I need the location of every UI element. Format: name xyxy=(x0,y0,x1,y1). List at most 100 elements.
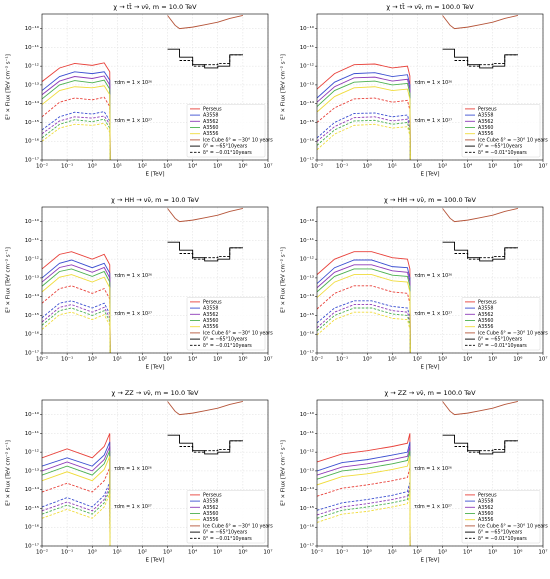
series-line xyxy=(42,456,111,546)
y-tick-label: 10⁻¹² xyxy=(300,256,314,263)
legend-label: δ° = −65°10years xyxy=(203,530,248,536)
x-axis-label: E [TeV] xyxy=(145,172,164,178)
x-tick-label: 10⁵ xyxy=(488,549,497,556)
x-tick-label: 10¹ xyxy=(388,549,397,556)
legend-box xyxy=(186,297,266,351)
x-tick-label: 10⁰ xyxy=(88,356,98,363)
series-line xyxy=(317,86,411,160)
x-tick-label: 10⁰ xyxy=(88,163,98,170)
lines xyxy=(317,208,518,353)
series-line xyxy=(42,85,111,160)
legend-box xyxy=(461,104,541,158)
y-tick-label: 10⁻¹⁴ xyxy=(25,293,40,300)
y-axis-label: E² × Flux [TeV cm⁻² s⁻¹] xyxy=(280,247,287,313)
chart-title: χ → ZZ → νν̄, m = 10.0 TeV xyxy=(112,389,200,397)
series-line-dashed xyxy=(42,467,111,546)
legend-label: Perseus xyxy=(478,299,497,305)
series-line xyxy=(317,251,411,353)
legend-label: A3560 xyxy=(478,511,494,517)
y-tick-label: 10⁻¹⁷ xyxy=(25,157,39,164)
x-tick-label: 10⁷ xyxy=(538,549,547,556)
x-tick-label: 10⁴ xyxy=(463,163,473,170)
x-axis-label: E [TeV] xyxy=(420,172,439,178)
series-line xyxy=(317,456,411,546)
series-line-dashed xyxy=(317,307,411,353)
y-tick-label: 10⁻¹⁶ xyxy=(300,138,315,145)
series-line-dashed xyxy=(317,467,411,546)
x-tick-label: 10¹ xyxy=(113,549,122,556)
series-line-dashed xyxy=(317,482,411,546)
plot-frame xyxy=(316,13,544,161)
series-line-dashed xyxy=(42,482,111,546)
series-line xyxy=(317,450,411,546)
y-axis-label: E² × Flux [TeV cm⁻² s⁻¹] xyxy=(5,54,12,120)
panel: χ → tt̄ → νν̄, m = 100.0 TeV 10⁻² 10⁻¹ 10⁰ 1… xyxy=(280,2,549,178)
series-line-dashed xyxy=(42,489,111,546)
y-tick-label: 10⁻¹² xyxy=(300,63,314,70)
legend-label: A3560 xyxy=(203,318,219,324)
x-tick-label: 10⁻¹ xyxy=(336,163,348,170)
x-tick-label: 10⁶ xyxy=(513,549,523,556)
plot-frame xyxy=(316,206,544,354)
legend-label: Ice Cube δ° = −30° 10 years xyxy=(478,137,548,143)
chart-title: χ → tt̄ → νν̄, m = 10.0 TeV xyxy=(113,2,197,11)
series-line-dashed xyxy=(317,97,411,160)
sensitivity-line xyxy=(179,440,243,453)
x-tick-label: 10⁶ xyxy=(238,163,248,170)
sensitivity-line xyxy=(179,54,243,67)
x-tick-label: 10⁵ xyxy=(488,163,497,170)
annotation: τdm = 1 × 10²⁷ xyxy=(414,311,452,317)
x-tick-label: 10⁵ xyxy=(213,356,222,363)
sensitivity-line xyxy=(167,48,243,69)
x-tick-label: 10² xyxy=(138,356,147,363)
x-axis-label: E [TeV] xyxy=(145,558,164,564)
series-line xyxy=(317,274,411,353)
sensitivity-line xyxy=(442,434,518,455)
series-line-dashed xyxy=(317,493,411,546)
y-tick-label: 10⁻¹⁵ xyxy=(25,119,39,126)
x-tick-label: 10⁴ xyxy=(188,163,198,170)
legend-label: A3562 xyxy=(203,312,219,318)
x-tick-label: 10³ xyxy=(163,163,172,170)
y-tick-label: 10⁻¹² xyxy=(300,449,314,456)
chart-title: χ → ZZ → νν̄, m = 100.0 TeV xyxy=(384,389,476,397)
y-tick-label: 10⁻¹² xyxy=(25,63,39,70)
series-line-dashed xyxy=(42,486,111,546)
x-tick-label: 10⁵ xyxy=(213,163,222,170)
sensitivity-line xyxy=(167,241,243,262)
series-line xyxy=(317,268,411,353)
x-tick-label: 10⁻¹ xyxy=(61,549,73,556)
y-tick-label: 10⁻¹¹ xyxy=(300,44,314,51)
y-tick-label: 10⁻¹⁰ xyxy=(25,218,40,225)
x-tick-label: 10⁴ xyxy=(463,356,473,363)
legend-label: A3562 xyxy=(478,119,494,125)
y-tick-label: 10⁻¹⁰ xyxy=(300,411,315,418)
lines xyxy=(42,15,243,160)
series-line-dashed xyxy=(317,311,411,353)
sensitivity-line xyxy=(442,208,518,223)
legend-box xyxy=(186,490,266,544)
series-line xyxy=(317,441,411,546)
y-tick-label: 10⁻¹¹ xyxy=(25,44,39,51)
x-tick-label: 10⁻¹ xyxy=(336,549,348,556)
series-line-dashed xyxy=(317,489,411,546)
x-tick-label: 10⁰ xyxy=(363,549,373,556)
y-tick-label: 10⁻¹³ xyxy=(300,274,314,281)
y-tick-label: 10⁻¹⁶ xyxy=(300,524,315,531)
annotation: τdm = 1 × 10²⁷ xyxy=(114,504,152,510)
y-tick-label: 10⁻¹⁷ xyxy=(300,157,314,164)
legend-label: A3558 xyxy=(478,499,494,505)
series-line xyxy=(317,259,411,353)
sensitivity-line xyxy=(454,247,518,260)
series-line xyxy=(42,71,111,160)
y-tick-label: 10⁻¹⁴ xyxy=(300,100,315,107)
x-tick-label: 10⁶ xyxy=(238,549,248,556)
x-tick-label: 10¹ xyxy=(113,163,122,170)
y-tick-label: 10⁻¹³ xyxy=(25,467,39,474)
sensitivity-line xyxy=(442,241,518,262)
series-line xyxy=(317,433,411,546)
legend-label: A3562 xyxy=(478,312,494,318)
y-tick-label: 10⁻¹⁷ xyxy=(25,350,39,357)
legend-label: A3558 xyxy=(478,113,494,119)
sensitivity-line xyxy=(454,54,518,67)
